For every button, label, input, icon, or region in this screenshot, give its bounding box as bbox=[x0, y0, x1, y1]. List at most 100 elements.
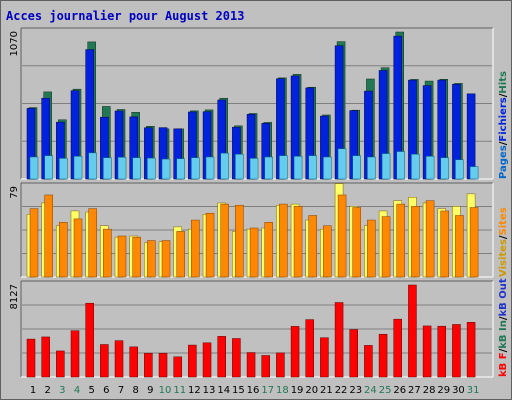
x-tick-label: 8 bbox=[133, 385, 139, 396]
bar-pages bbox=[205, 156, 215, 180]
bar-sites bbox=[29, 208, 39, 278]
ymax-label-kb: 8127 bbox=[9, 284, 20, 309]
legend-item: Hits bbox=[498, 71, 509, 94]
bar-pages bbox=[440, 157, 450, 180]
bar-sites bbox=[59, 222, 68, 278]
x-tick-label: 2 bbox=[44, 385, 50, 396]
bar-kb-f bbox=[452, 324, 461, 378]
bar-kb-f bbox=[217, 336, 226, 378]
legend-item: / bbox=[498, 93, 509, 97]
legend-item: / bbox=[498, 141, 509, 145]
x-tick-label: 4 bbox=[74, 385, 80, 396]
bar-kb-f bbox=[26, 338, 36, 378]
x-tick-label: 28 bbox=[423, 385, 436, 396]
bar-kb-f bbox=[232, 338, 241, 378]
bar-kb-f bbox=[437, 325, 447, 378]
bar-pages bbox=[161, 158, 171, 180]
page-title: Acces journalier pour August 2013 bbox=[6, 9, 245, 23]
x-tick-label: 24 bbox=[364, 385, 377, 396]
bar-pages bbox=[220, 152, 229, 180]
bar-pages bbox=[469, 166, 479, 180]
bar-kb-f bbox=[144, 352, 153, 378]
bar-sites bbox=[117, 235, 127, 278]
bar-pages bbox=[264, 156, 273, 180]
bar-kb-f bbox=[364, 345, 373, 378]
x-tick-label: 16 bbox=[247, 385, 260, 396]
x-tick-label: 31 bbox=[467, 385, 480, 396]
bar-pages bbox=[381, 153, 391, 180]
bar-sites bbox=[440, 210, 450, 278]
bar-kb-f bbox=[261, 355, 270, 378]
x-tick-label: 18 bbox=[276, 385, 289, 396]
legend-item: kB F bbox=[498, 352, 509, 377]
x-tick-label: 26 bbox=[393, 385, 406, 396]
bar-kb-f bbox=[100, 344, 109, 378]
bar-kb-f bbox=[158, 352, 168, 378]
bar-sites bbox=[367, 219, 376, 278]
bar-pages bbox=[352, 155, 361, 180]
bar-kb-f bbox=[114, 340, 124, 378]
legend-traffic: Pages/Fichiers/Hits bbox=[498, 71, 509, 179]
bar-kb-f bbox=[305, 319, 314, 378]
bar-sites bbox=[396, 203, 405, 278]
legend-item: Visites bbox=[498, 239, 509, 277]
bar-kb-f bbox=[466, 322, 476, 378]
bar-pages bbox=[29, 156, 39, 180]
x-tick-label: 3 bbox=[59, 385, 65, 396]
panel-visits: 79 Visites/Sites bbox=[9, 182, 509, 278]
x-tick-label: 27 bbox=[408, 385, 421, 396]
bar-sites bbox=[425, 200, 435, 278]
bar-pages bbox=[279, 155, 288, 180]
bar-kb-f bbox=[70, 330, 80, 378]
bar-kb-f bbox=[41, 336, 50, 378]
bar-sites bbox=[352, 207, 361, 278]
legend-item: kB In bbox=[498, 320, 509, 349]
bar-sites bbox=[337, 194, 347, 278]
bar-pages bbox=[367, 156, 376, 180]
x-tick-label: 14 bbox=[217, 385, 230, 396]
bar-kb-f bbox=[290, 326, 300, 378]
bar-sites bbox=[220, 203, 229, 278]
bar-kb-f bbox=[349, 329, 358, 378]
bar-pages bbox=[249, 158, 259, 180]
legend-item: kB Out bbox=[498, 278, 509, 316]
x-tick-label: 15 bbox=[232, 385, 245, 396]
ymax-label-visits: 79 bbox=[9, 186, 20, 199]
x-tick-label: 23 bbox=[349, 385, 362, 396]
bar-pages bbox=[235, 154, 244, 180]
legend-visits: Visites/Sites bbox=[498, 207, 509, 277]
bar-sites bbox=[103, 228, 112, 278]
bar-kb-f bbox=[56, 350, 65, 378]
x-tick-label: 12 bbox=[188, 385, 201, 396]
x-tick-label: 21 bbox=[320, 385, 333, 396]
bar-kb-f bbox=[129, 346, 138, 378]
bar-pages bbox=[323, 156, 332, 180]
bar-pages bbox=[59, 158, 68, 180]
legend-item: Fichiers bbox=[498, 97, 509, 141]
bar-pages bbox=[103, 157, 112, 180]
bar-pages bbox=[411, 154, 420, 180]
bar-pages bbox=[117, 157, 127, 180]
ymax-label-traffic: 1070 bbox=[9, 31, 20, 56]
legend-item: / bbox=[498, 316, 509, 320]
bar-sites bbox=[132, 236, 141, 278]
bar-kb-f bbox=[246, 352, 256, 378]
bar-sites bbox=[161, 240, 171, 278]
bar-sites bbox=[249, 227, 259, 278]
x-tick-label: 7 bbox=[118, 385, 124, 396]
bar-sites bbox=[176, 231, 185, 278]
x-tick-label: 13 bbox=[203, 385, 216, 396]
bar-kb-f bbox=[408, 284, 417, 378]
x-tick-label: 10 bbox=[159, 385, 172, 396]
bar-kb-f bbox=[422, 325, 432, 378]
bar-pages bbox=[293, 156, 303, 180]
legend-item: / bbox=[498, 235, 509, 239]
bar-pages bbox=[132, 157, 141, 180]
legend-item: / bbox=[498, 348, 509, 352]
bar-sites bbox=[381, 216, 391, 278]
panel-traffic: 1070 Pages/Fichiers/Hits bbox=[9, 27, 509, 180]
x-tick-label: 29 bbox=[437, 385, 450, 396]
